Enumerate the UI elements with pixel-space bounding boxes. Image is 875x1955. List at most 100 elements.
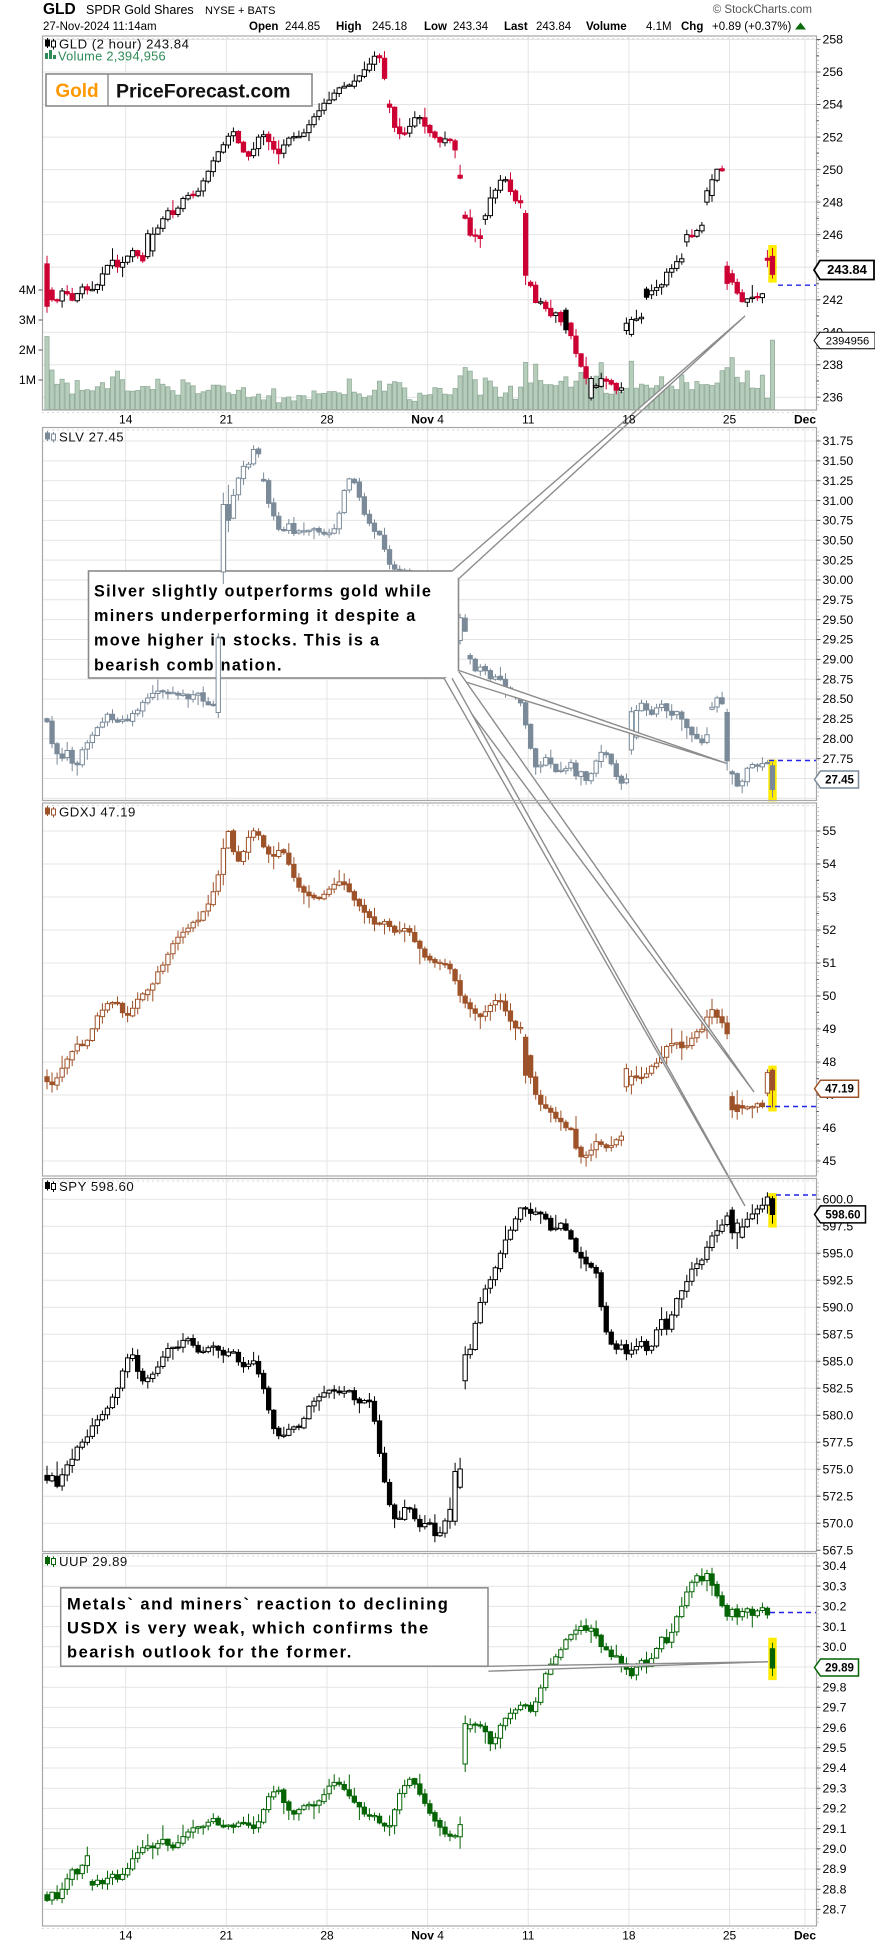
svg-text:252: 252: [823, 130, 844, 144]
svg-text:243.84: 243.84: [536, 21, 572, 33]
svg-text:11: 11: [522, 1929, 535, 1943]
svg-text:30.50: 30.50: [823, 534, 854, 548]
svg-text:GLD (2 hour) 243.84: GLD (2 hour) 243.84: [59, 37, 189, 52]
svg-text:14: 14: [119, 413, 133, 427]
svg-text:243.84: 243.84: [827, 262, 868, 277]
svg-text:SPDR Gold Shares: SPDR Gold Shares: [86, 3, 194, 17]
svg-text:236: 236: [823, 390, 844, 404]
svg-text:29.0: 29.0: [823, 1842, 847, 1856]
svg-text:27-Nov-2024 11:14am: 27-Nov-2024 11:14am: [43, 21, 157, 33]
svg-text:567.5: 567.5: [823, 1544, 854, 1558]
svg-text:250: 250: [823, 163, 844, 177]
svg-text:14: 14: [119, 1929, 133, 1943]
svg-text:30.0: 30.0: [823, 1640, 847, 1654]
svg-text:600.0: 600.0: [823, 1193, 854, 1207]
svg-text:30.25: 30.25: [823, 553, 854, 567]
svg-text:move higher in stocks. This is: move higher in stocks. This is a: [94, 632, 380, 650]
svg-text:Last: Last: [504, 21, 528, 33]
svg-text:Nov 4: Nov 4: [411, 1929, 444, 1943]
svg-text:29.4: 29.4: [823, 1761, 847, 1775]
svg-text:29.7: 29.7: [823, 1701, 847, 1715]
svg-text:30.1: 30.1: [823, 1620, 847, 1634]
svg-text:4.1M: 4.1M: [646, 21, 672, 33]
svg-text:SLV 27.45: SLV 27.45: [59, 430, 124, 445]
svg-text:3M: 3M: [19, 313, 36, 327]
svg-text:Gold: Gold: [55, 81, 98, 102]
svg-text:Metals` and miners` reaction t: Metals` and miners` reaction to declinin…: [67, 1596, 449, 1614]
svg-text:572.5: 572.5: [823, 1490, 854, 1504]
svg-text:Dec: Dec: [794, 413, 816, 427]
svg-text:244.85: 244.85: [285, 21, 320, 33]
svg-text:Nov 4: Nov 4: [411, 413, 444, 427]
svg-text:2394956: 2394956: [826, 336, 870, 348]
svg-text:18: 18: [622, 413, 636, 427]
svg-text:4M: 4M: [19, 283, 36, 297]
svg-text:31.25: 31.25: [823, 474, 854, 488]
svg-text:USDX is very weak, which confi: USDX is very weak, which confirms the: [67, 1620, 430, 1638]
svg-text:254: 254: [823, 98, 844, 112]
svg-text:30.2: 30.2: [823, 1600, 847, 1614]
svg-text:28.50: 28.50: [823, 692, 854, 706]
svg-text:28.25: 28.25: [823, 712, 854, 726]
svg-text:29.89: 29.89: [825, 1663, 854, 1675]
svg-text:28: 28: [320, 1929, 334, 1943]
svg-text:29.1: 29.1: [823, 1822, 847, 1836]
svg-text:25: 25: [723, 1929, 737, 1943]
svg-text:243.34: 243.34: [453, 21, 489, 33]
svg-text:256: 256: [823, 65, 844, 79]
svg-text:Chg: Chg: [681, 21, 703, 33]
svg-text:570.0: 570.0: [823, 1517, 854, 1531]
svg-text:27.75: 27.75: [823, 752, 854, 766]
svg-text:245.18: 245.18: [372, 21, 407, 33]
svg-text:28.00: 28.00: [823, 732, 854, 746]
svg-text:577.5: 577.5: [823, 1436, 854, 1450]
svg-text:46: 46: [823, 1121, 837, 1135]
svg-text:30.3: 30.3: [823, 1579, 847, 1593]
svg-text:SPY 598.60: SPY 598.60: [59, 1179, 134, 1194]
svg-text:28.7: 28.7: [823, 1903, 847, 1917]
svg-text:© StockCharts.com: © StockCharts.com: [713, 4, 812, 16]
svg-text:55: 55: [823, 824, 837, 838]
svg-text:Volume 2,394,956: Volume 2,394,956: [58, 49, 166, 64]
svg-text:49: 49: [823, 1022, 837, 1036]
svg-text:54: 54: [823, 857, 837, 871]
svg-text:Dec: Dec: [794, 1929, 816, 1943]
svg-text:50: 50: [823, 989, 837, 1003]
svg-text:28.8: 28.8: [823, 1882, 847, 1896]
svg-text:582.5: 582.5: [823, 1382, 854, 1396]
svg-text:587.5: 587.5: [823, 1328, 854, 1342]
svg-text:miners underperforming it desp: miners underperforming it despite a: [94, 607, 417, 625]
svg-text:NYSE + BATS: NYSE + BATS: [205, 5, 275, 17]
svg-text:575.0: 575.0: [823, 1463, 854, 1477]
svg-text:2M: 2M: [19, 343, 36, 357]
svg-text:Low: Low: [424, 21, 447, 33]
svg-text:30.4: 30.4: [823, 1559, 847, 1573]
svg-text:1M: 1M: [19, 373, 36, 387]
svg-text:590.0: 590.0: [823, 1301, 854, 1315]
svg-text:27.45: 27.45: [825, 775, 854, 787]
svg-text:238: 238: [823, 358, 844, 372]
svg-text:45: 45: [823, 1154, 837, 1168]
svg-text:31.00: 31.00: [823, 494, 854, 508]
svg-text:bearish combination.: bearish combination.: [94, 656, 283, 674]
svg-text:21: 21: [220, 413, 234, 427]
svg-text:30.00: 30.00: [823, 573, 854, 587]
svg-text:585.0: 585.0: [823, 1355, 854, 1369]
svg-text:53: 53: [823, 890, 837, 904]
svg-text:28.75: 28.75: [823, 672, 854, 686]
svg-text:GLD: GLD: [43, 1, 76, 18]
svg-text:29.75: 29.75: [823, 593, 854, 607]
svg-text:51: 51: [823, 956, 837, 970]
svg-text:18: 18: [622, 1929, 636, 1943]
svg-text:+0.89 (+0.37%): +0.89 (+0.37%): [712, 21, 791, 33]
svg-text:28.9: 28.9: [823, 1862, 847, 1876]
svg-text:52: 52: [823, 923, 837, 937]
svg-text:248: 248: [823, 195, 844, 209]
svg-text:High: High: [336, 21, 362, 33]
svg-text:29.25: 29.25: [823, 633, 854, 647]
svg-text:580.0: 580.0: [823, 1409, 854, 1423]
svg-text:28: 28: [320, 413, 334, 427]
svg-text:PriceForecast.com: PriceForecast.com: [116, 81, 291, 103]
svg-text:29.00: 29.00: [823, 653, 854, 667]
svg-text:598.60: 598.60: [825, 1209, 860, 1221]
